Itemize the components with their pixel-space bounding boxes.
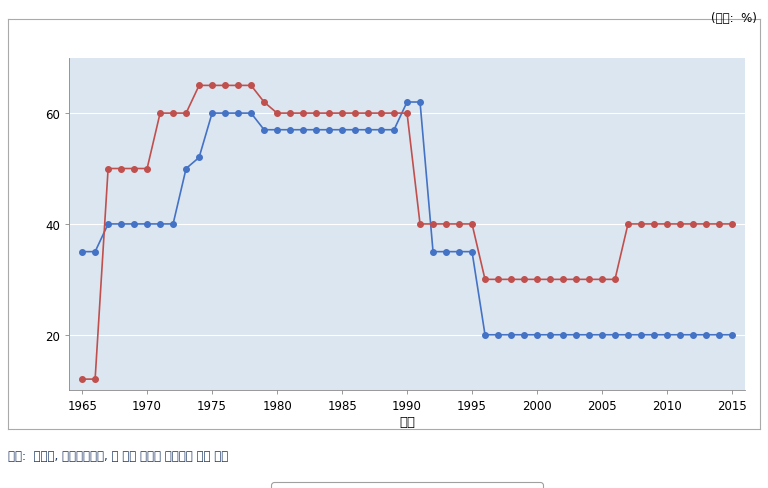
증여세 한계세율(%) <box>481 332 490 338</box>
증여세 한계세율(%) <box>714 332 723 338</box>
증여세 한계세율(%) <box>220 111 230 117</box>
상속세 한계세율(%) <box>233 83 243 89</box>
상속세 한계세율(%) <box>299 111 308 117</box>
상속세 한계세율(%) <box>519 277 528 283</box>
증여세 한계세율(%) <box>402 100 412 106</box>
상속세 한계세율(%) <box>78 376 87 382</box>
상속세 한계세율(%) <box>727 222 737 227</box>
상속세 한계세율(%) <box>714 222 723 227</box>
X-axis label: 연도: 연도 <box>399 415 415 428</box>
상속세 한계세율(%) <box>194 83 204 89</box>
증여세 한계세율(%) <box>532 332 541 338</box>
증여세 한계세율(%) <box>78 249 87 255</box>
증여세 한계세율(%) <box>571 332 581 338</box>
증여세 한계세율(%) <box>273 127 282 133</box>
Legend: 증여세 한계세율(%), 상속세 한계세율(%): 증여세 한계세율(%), 상속세 한계세율(%) <box>271 482 543 488</box>
증여세 한계세율(%) <box>727 332 737 338</box>
Text: (단위:  %): (단위: %) <box>710 12 756 25</box>
상속세 한계세율(%) <box>286 111 295 117</box>
Line: 상속세 한계세율(%): 상속세 한계세율(%) <box>79 83 735 382</box>
Text: 자료:  국세청, 국세통계연보, 각 연도 자료를 사용하여 저자 작성: 자료: 국세청, 국세통계연보, 각 연도 자료를 사용하여 저자 작성 <box>8 449 228 462</box>
증여세 한계세율(%) <box>286 127 295 133</box>
상속세 한계세율(%) <box>558 277 568 283</box>
Line: 증여세 한계세율(%): 증여세 한계세율(%) <box>79 100 735 338</box>
